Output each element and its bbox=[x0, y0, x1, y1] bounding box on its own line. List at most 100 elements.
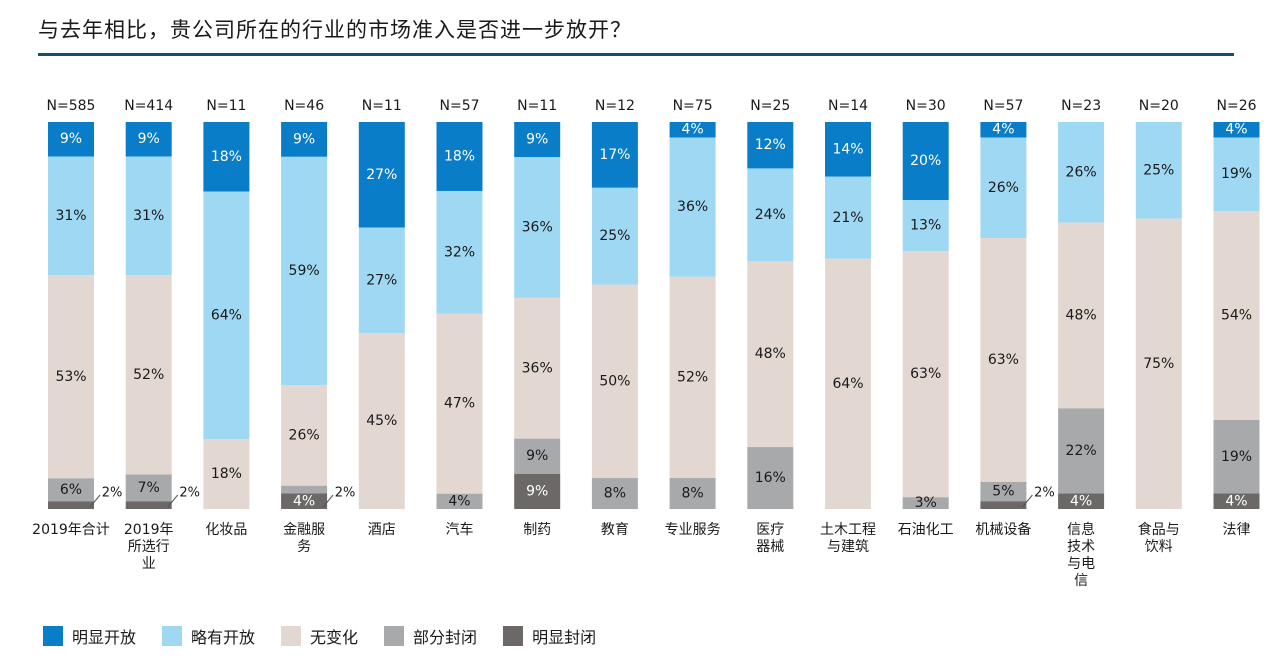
bar-segment bbox=[48, 478, 94, 502]
bar-segment bbox=[514, 438, 561, 474]
bar-data-label: 31% bbox=[133, 208, 164, 224]
bar-segment bbox=[669, 137, 716, 277]
bar-data-label: 3% bbox=[915, 495, 937, 511]
category-label: 务 bbox=[297, 539, 311, 555]
bar-segment bbox=[125, 275, 172, 475]
n-label: N=46 bbox=[284, 98, 324, 114]
bar-segment bbox=[125, 156, 172, 276]
legend-label: 略有开放 bbox=[191, 628, 256, 647]
category-label: 化妆品 bbox=[205, 522, 247, 538]
bar-segment bbox=[1213, 493, 1260, 509]
bar-data-label: 50% bbox=[599, 373, 630, 389]
bar-segment bbox=[281, 156, 328, 386]
n-label: N=14 bbox=[828, 98, 868, 114]
n-label: N=25 bbox=[750, 98, 790, 114]
bar-segment bbox=[358, 333, 405, 509]
category-label: 信 bbox=[1074, 573, 1088, 589]
bar-segment bbox=[980, 481, 1027, 502]
legend-label: 明显开放 bbox=[72, 628, 137, 647]
bar-data-label: 24% bbox=[755, 207, 786, 223]
bar-data-label: 4% bbox=[293, 493, 315, 509]
bar-data-label: 4% bbox=[448, 493, 470, 509]
n-label: N=57 bbox=[983, 98, 1023, 114]
bar-segment bbox=[48, 275, 94, 479]
bar-segment bbox=[980, 137, 1027, 239]
bar-data-label: 75% bbox=[1143, 356, 1174, 372]
bar-data-label: 12% bbox=[755, 137, 786, 153]
bar-segment bbox=[281, 122, 328, 157]
bar-segment bbox=[591, 122, 638, 188]
bar-data-label: 36% bbox=[522, 220, 553, 236]
bar-segment bbox=[48, 501, 94, 509]
category-label: 器械 bbox=[756, 539, 784, 555]
bar-data-label: 18% bbox=[444, 148, 475, 164]
category-label: 2019年 bbox=[124, 522, 174, 538]
bar-data-label: 4% bbox=[1225, 122, 1247, 138]
n-label: N=12 bbox=[595, 98, 635, 114]
n-label: N=30 bbox=[906, 98, 946, 114]
bar-data-label: 4% bbox=[992, 122, 1014, 138]
bar-data-label: 4% bbox=[681, 122, 703, 138]
bar-data-label: 16% bbox=[755, 470, 786, 486]
bar-segment bbox=[591, 284, 638, 479]
chart-title: 与去年相比，贵公司所在的行业的市场准入是否进一步放开？ bbox=[38, 18, 632, 42]
bar-segment bbox=[281, 485, 328, 494]
leader-line bbox=[1022, 494, 1033, 508]
category-label: 2019年合计 bbox=[32, 522, 110, 538]
bar-data-label-outside: 2% bbox=[102, 486, 123, 501]
category-label: 制药 bbox=[523, 522, 551, 538]
bar-data-label: 45% bbox=[366, 413, 397, 429]
category-label: 金融服 bbox=[283, 522, 325, 538]
leader-line bbox=[89, 494, 101, 508]
legend-swatch bbox=[43, 626, 63, 646]
bar-data-label: 32% bbox=[444, 244, 475, 260]
bar-data-label: 9% bbox=[60, 131, 82, 147]
bar-data-label: 4% bbox=[1225, 493, 1247, 509]
category-label: 汽车 bbox=[446, 521, 474, 538]
bar-segment bbox=[514, 157, 561, 298]
bar-data-label: 26% bbox=[1066, 164, 1097, 180]
bar-data-label: 14% bbox=[832, 141, 863, 157]
bar-segment bbox=[514, 297, 561, 439]
legend-swatch bbox=[503, 626, 524, 646]
bar-data-label: 27% bbox=[366, 272, 397, 288]
legend-item: 略有开放 bbox=[162, 624, 255, 648]
bar-data-label: 9% bbox=[526, 132, 548, 148]
n-label: N=75 bbox=[673, 98, 713, 114]
leader-line bbox=[322, 494, 334, 508]
bar-data-label: 48% bbox=[755, 346, 786, 362]
bar-segment bbox=[358, 122, 405, 228]
bar-segment bbox=[1135, 218, 1182, 509]
bar-segment bbox=[902, 200, 949, 251]
category-label: 专业服务 bbox=[665, 522, 721, 538]
bar-segment bbox=[825, 258, 871, 509]
bar-segment bbox=[281, 493, 328, 509]
bar-segment bbox=[514, 122, 561, 158]
legend-swatch bbox=[281, 626, 302, 646]
bar-data-label: 8% bbox=[681, 486, 703, 502]
bar-segment bbox=[125, 474, 172, 502]
bar-segment bbox=[902, 251, 949, 498]
bar-data-label: 17% bbox=[599, 147, 630, 163]
category-label: 饮料 bbox=[1145, 539, 1173, 555]
bar-segment bbox=[980, 501, 1027, 509]
bar-data-label: 19% bbox=[1221, 166, 1252, 182]
n-label: N=585 bbox=[47, 98, 96, 114]
leader-line bbox=[167, 494, 179, 508]
bar-segment bbox=[825, 176, 871, 259]
bar-data-label: 63% bbox=[910, 366, 941, 382]
n-label: N=11 bbox=[362, 98, 402, 114]
legend-item: 明显封闭 bbox=[503, 624, 596, 648]
bar-segment bbox=[203, 191, 250, 440]
n-label: N=414 bbox=[124, 98, 173, 114]
bar-segment bbox=[48, 156, 94, 276]
bar-segment bbox=[747, 122, 794, 169]
bar-data-label: 47% bbox=[444, 396, 475, 412]
category-label: 酒店 bbox=[368, 522, 396, 538]
bar-segment bbox=[436, 313, 483, 494]
bar-segment bbox=[436, 190, 483, 314]
bar-data-label: 6% bbox=[60, 482, 82, 498]
bar-data-label-outside: 2% bbox=[1034, 486, 1055, 501]
bar-data-label: 36% bbox=[522, 360, 553, 376]
